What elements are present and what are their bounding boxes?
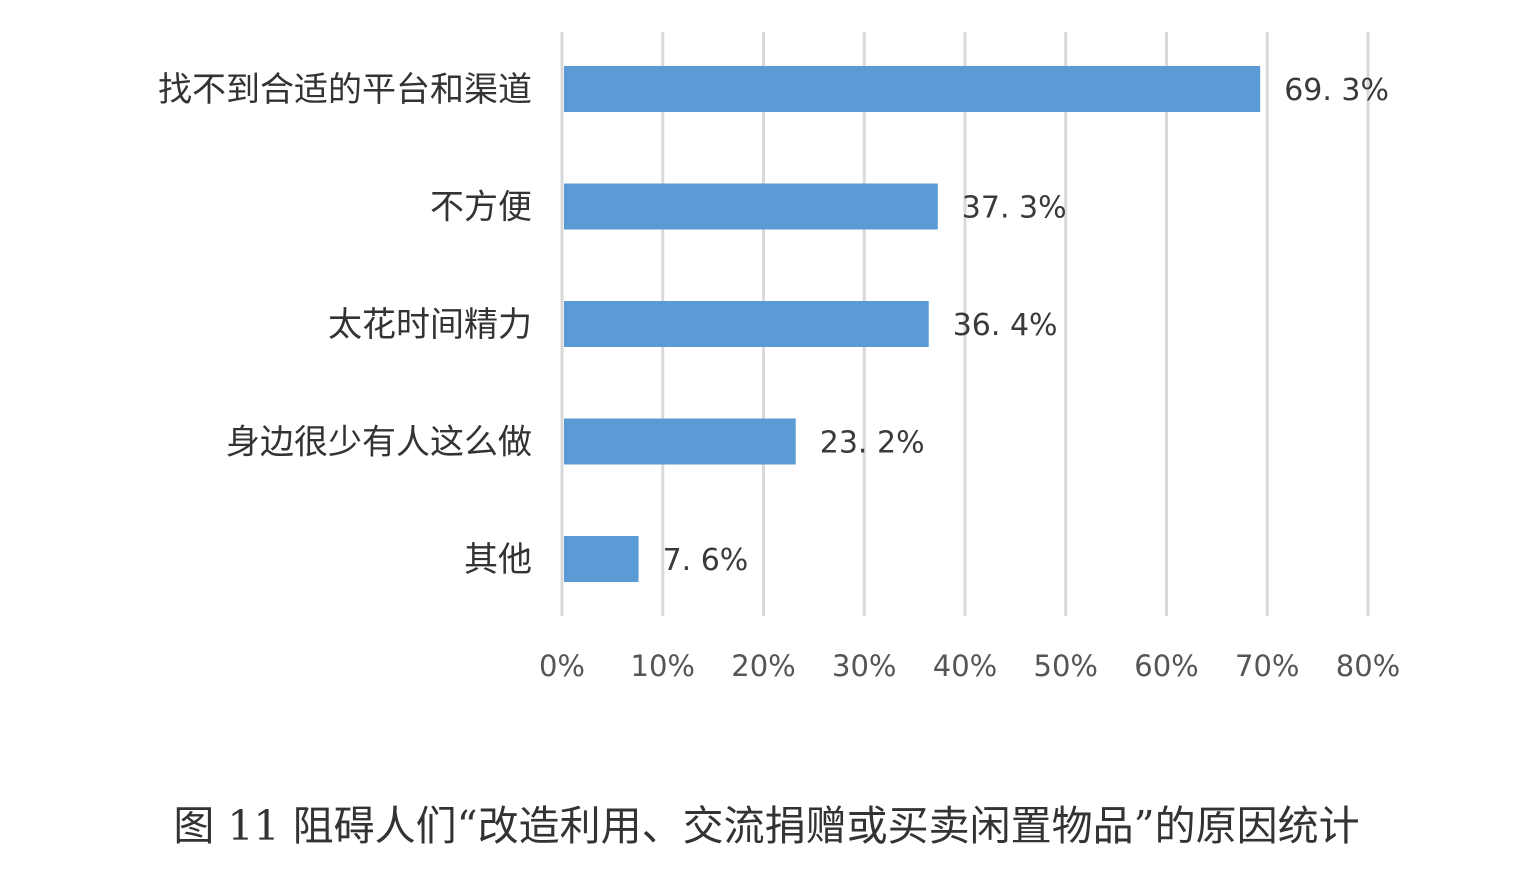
- value-label: 36. 4%: [953, 308, 1058, 343]
- x-tick-label: 10%: [631, 649, 695, 683]
- bar: [564, 536, 639, 582]
- bar: [564, 418, 796, 465]
- gridlines: [560, 32, 1370, 616]
- bar: [564, 183, 938, 230]
- category-label: 太花时间精力: [328, 305, 532, 345]
- x-axis-tick-labels: 0% 10% 20% 30% 40% 50% 60% 70% 80%: [539, 649, 1400, 683]
- x-tick-label: 0%: [539, 649, 585, 683]
- figure-caption: 图 11 阻碍人们“改造利用、交流捐赠或买卖闲置物品”的原因统计: [173, 802, 1360, 850]
- category-label: 身边很少有人这么做: [226, 423, 532, 463]
- value-label: 69. 3%: [1284, 73, 1389, 108]
- value-label: 7. 6%: [663, 543, 749, 578]
- bar: [564, 301, 929, 347]
- value-label: 23. 2%: [820, 426, 925, 461]
- category-label: 其他: [464, 540, 532, 580]
- x-tick-label: 20%: [731, 649, 795, 683]
- bar: [564, 66, 1261, 112]
- value-label: 37. 3%: [962, 191, 1067, 226]
- category-label: 不方便: [430, 188, 532, 228]
- category-label: 找不到合适的平台和渠道: [158, 70, 532, 110]
- x-tick-label: 60%: [1134, 649, 1198, 683]
- bars: [564, 66, 1261, 582]
- x-tick-label: 40%: [933, 649, 997, 683]
- x-tick-label: 80%: [1336, 649, 1400, 683]
- x-tick-label: 30%: [832, 649, 896, 683]
- x-tick-label: 70%: [1235, 649, 1299, 683]
- value-labels: 69. 3% 37. 3% 36. 4% 23. 2% 7. 6%: [663, 73, 1389, 578]
- x-tick-label: 50%: [1034, 649, 1098, 683]
